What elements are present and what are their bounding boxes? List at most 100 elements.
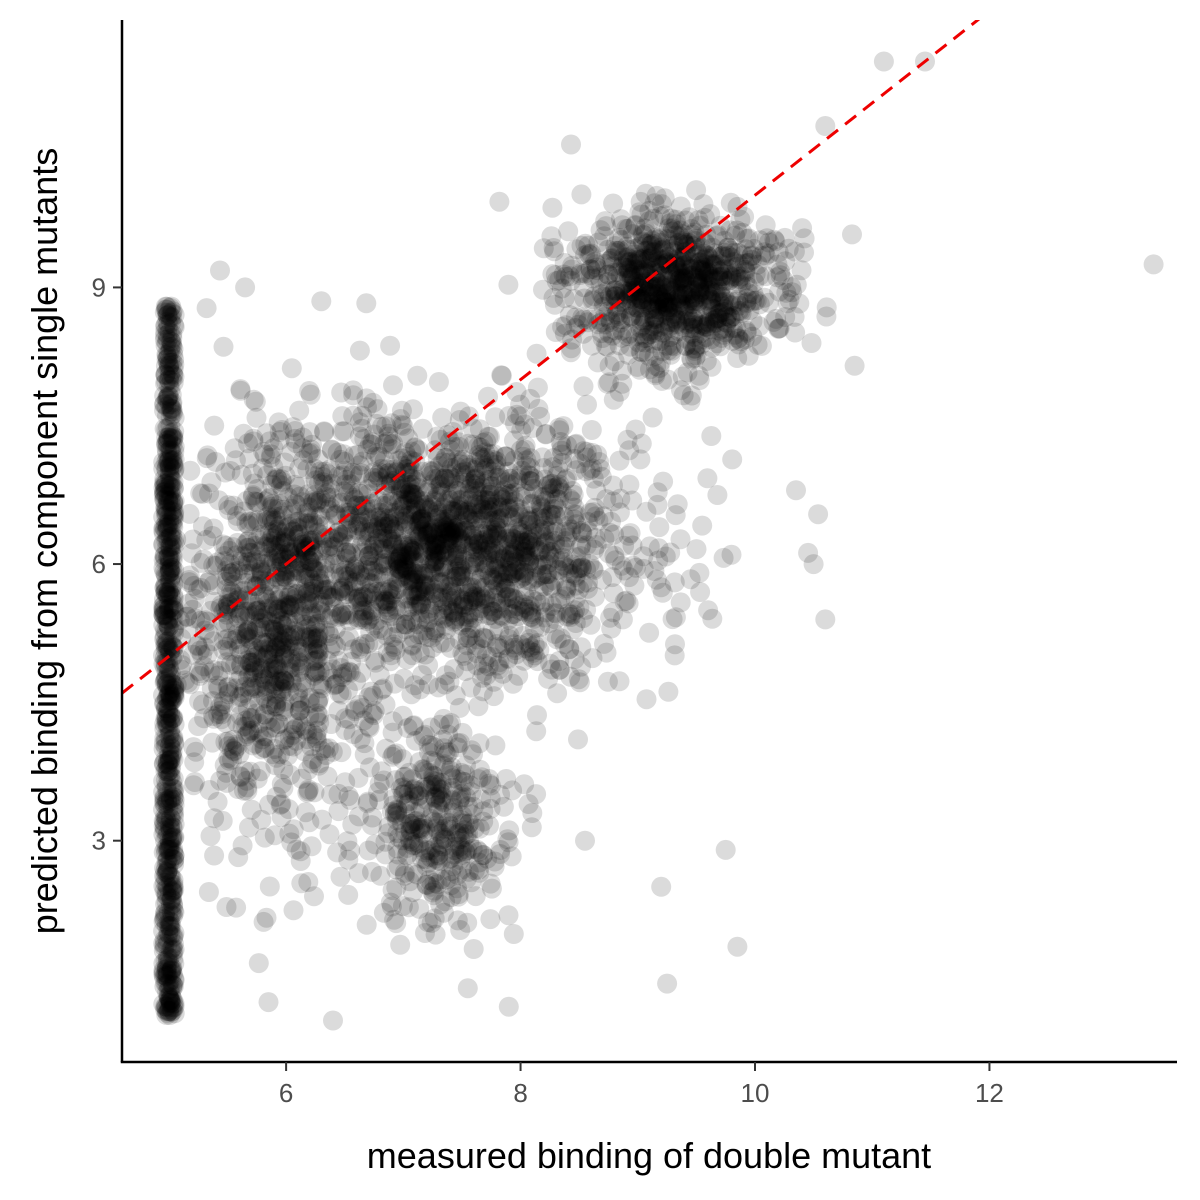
data-point [300,439,321,460]
data-point [156,577,176,598]
data-point [449,500,470,521]
data-point [164,795,185,815]
data-point [333,578,354,599]
data-point [158,923,179,944]
data-point [430,851,451,872]
data-point [374,508,394,528]
data-point [156,419,177,440]
data-point [464,521,485,542]
data-point [438,489,459,509]
data-point [160,925,181,946]
data-point [664,572,685,593]
data-point [444,547,464,568]
data-point [160,939,181,960]
data-point [160,848,181,869]
x-tick-label: 12 [975,1078,1004,1108]
data-point [392,478,413,499]
data-point [161,745,182,766]
data-point [156,498,177,519]
data-point [489,652,510,673]
data-point [474,653,495,674]
data-point [522,589,543,610]
data-point [155,582,176,603]
data-point [161,477,182,498]
data-point [163,619,184,640]
data-point [160,712,181,733]
data-point [157,345,177,366]
data-point [156,885,177,906]
data-point [155,805,176,826]
data-point [276,532,297,553]
data-point [534,515,555,536]
data-point [154,728,175,748]
data-point [155,732,176,753]
data-point [426,534,447,555]
data-point [542,478,562,499]
data-point [159,598,180,619]
data-point [159,814,180,834]
data-point [436,447,457,468]
data-point [475,577,496,598]
data-point [162,334,183,355]
data-point [475,532,496,553]
data-point [603,491,624,512]
data-point [164,675,185,696]
data-point [164,677,185,698]
data-point-outlier [844,355,865,376]
data-point [164,802,185,823]
data-point [163,997,184,1018]
data-point [157,537,178,558]
data-point [161,828,182,849]
data-point [257,589,278,610]
data-point [159,854,179,875]
data-point [163,948,184,969]
data-point [162,958,183,979]
data-point [159,657,180,678]
data-point [391,496,412,517]
data-point [489,509,510,529]
data-point [551,539,572,560]
data-point [158,922,179,943]
data-point [418,674,439,695]
data-point [503,598,524,619]
data-point [603,475,623,496]
data-point [159,832,180,853]
data-point [521,532,542,553]
data-point [426,532,447,553]
data-point [161,451,182,472]
data-point [410,578,431,599]
data-point [157,963,178,984]
data-point [154,713,175,734]
data-point [431,502,452,523]
data-point [157,839,178,860]
data-point [231,464,252,485]
data-point [288,476,309,497]
data-point [530,617,551,637]
data-point [482,601,503,622]
data-point [546,488,567,509]
data-point [329,554,350,575]
data-point [157,982,178,1003]
data-point [163,707,184,728]
data-point [164,714,185,735]
data-point [232,546,253,567]
data-point [363,467,384,488]
data-point [584,539,605,560]
data-point [160,818,181,839]
data-point [162,399,183,420]
data-point [160,306,181,327]
data-point [157,311,178,332]
data-point [155,564,176,585]
data-point [160,788,181,809]
data-point [453,594,474,615]
data-point [156,974,177,995]
data-point [402,524,422,545]
data-point [486,593,507,613]
data-point [154,791,175,812]
data-point [449,556,470,577]
data-point [469,569,490,590]
data-point [430,474,451,495]
data-point [216,571,237,592]
data-point [162,301,183,322]
data-point [155,373,176,394]
